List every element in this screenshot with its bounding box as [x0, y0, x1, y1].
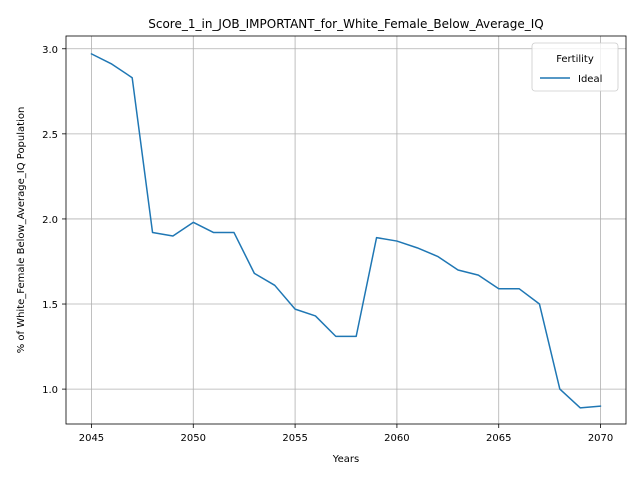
- x-tick-label: 2065: [486, 433, 511, 444]
- axis-ticks: 2045 2050 2055 2060 2065 2070 1.0 1.5 2.0 2.5 3.0: [42, 45, 613, 444]
- legend-entry-ideal: Ideal: [578, 74, 602, 85]
- x-tick-label: 2050: [181, 433, 206, 444]
- series-layer: [90, 53, 602, 409]
- plot-frame: [65, 35, 627, 425]
- y-tick-label: 3.0: [42, 45, 58, 56]
- x-tick-label: 2055: [282, 433, 307, 444]
- y-tick-label: 2.0: [42, 215, 58, 226]
- y-tick-label: 2.5: [42, 130, 58, 141]
- x-tick-label: 2070: [588, 433, 613, 444]
- x-axis-label: Years: [332, 454, 359, 465]
- legend: Fertility Ideal: [531, 42, 619, 92]
- y-axis-label: % of White_Female Below_Average_IQ Popul…: [16, 107, 27, 354]
- chart-title: Score_1_in_JOB_IMPORTANT_for_White_Femal…: [148, 17, 544, 31]
- y-tick-label: 1.5: [42, 300, 58, 311]
- x-tick-label: 2045: [79, 433, 104, 444]
- legend-box: [531, 42, 619, 92]
- x-tick-label: 2060: [384, 433, 409, 444]
- legend-title: Fertility: [556, 54, 594, 65]
- series-line-ideal: [90, 53, 602, 409]
- y-tick-label: 1.0: [42, 385, 58, 396]
